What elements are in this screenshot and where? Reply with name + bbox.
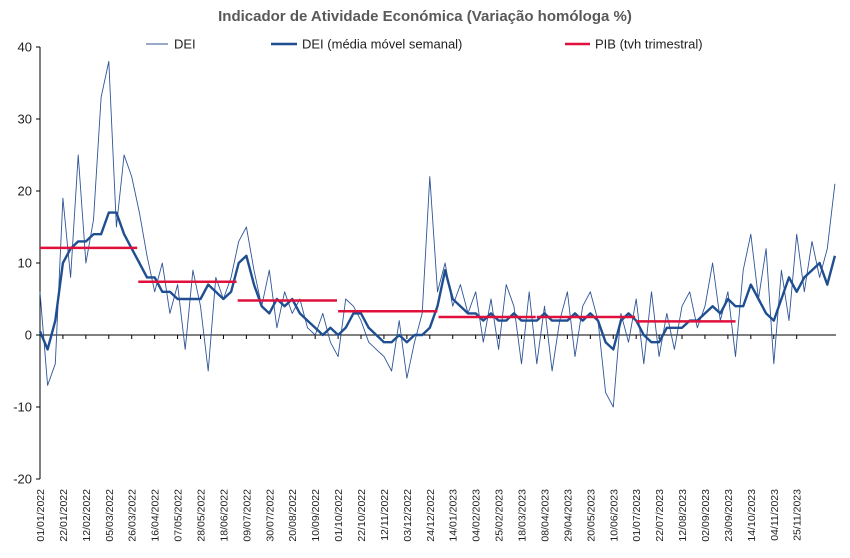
series-group (38, 60, 837, 408)
y-tick-label: -10 (13, 400, 32, 415)
x-tick-label: 10/09/2022 (310, 489, 322, 542)
x-tick-label: 08/04/2023 (539, 489, 551, 542)
x-tick-label: 14/01/2023 (448, 489, 460, 542)
x-tick-label: 12/08/2023 (677, 489, 689, 542)
x-tick-label: 09/07/2022 (241, 489, 253, 542)
x-tick-label: 26/03/2022 (127, 489, 139, 542)
y-tick-label: 30 (18, 112, 32, 127)
x-tick-label: 01/10/2022 (333, 489, 345, 542)
x-tick-label: 12/02/2022 (81, 489, 93, 542)
x-tick-label: 16/04/2022 (150, 489, 162, 542)
y-tick-label: 0 (25, 328, 32, 343)
y-tick-label: 20 (18, 184, 32, 199)
x-ticks: 01/01/2022 22/01/2022 12/02/2022 05/03/2022… (35, 335, 804, 542)
x-tick-label: 01/01/2022 (35, 489, 47, 542)
x-tick-label: 07/05/2022 (173, 489, 185, 542)
x-tick-label: 20/05/2023 (585, 489, 597, 542)
x-tick-label: 23/09/2023 (723, 489, 735, 542)
x-tick-label: 14/10/2023 (746, 489, 758, 542)
x-tick-label: 04/02/2023 (471, 489, 483, 542)
x-tick-label: 22/01/2022 (58, 489, 70, 542)
x-tick-label: 22/10/2022 (356, 489, 368, 542)
x-tick-label: 10/06/2023 (608, 489, 620, 542)
x-tick-label: 03/12/2022 (402, 489, 414, 542)
x-tick-label: 01/07/2023 (631, 489, 643, 542)
legend-label: DEI (média móvel semanal) (302, 37, 462, 52)
legend: DEI DEI (média móvel semanal) PIB (tvh tri… (146, 37, 703, 52)
x-tick-label: 25/02/2023 (494, 489, 506, 542)
x-tick-label: 30/07/2022 (264, 489, 276, 542)
x-tick-label: 18/03/2023 (517, 489, 529, 542)
x-tick-label: 02/09/2023 (700, 489, 712, 542)
x-tick-label: 05/03/2022 (104, 489, 116, 542)
dei-line (39, 60, 836, 408)
axes (39, 47, 836, 479)
legend-label: PIB (tvh trimestral) (595, 37, 703, 52)
x-tick-label: 29/04/2023 (562, 489, 574, 542)
y-tick-label: -20 (13, 472, 32, 487)
x-tick-label: 18/06/2022 (218, 489, 230, 542)
dei-moving-average-line (38, 211, 837, 351)
legend-label: DEI (174, 37, 196, 52)
x-tick-label: 20/08/2022 (287, 489, 299, 542)
y-ticks: -20 -10 0 10 20 30 40 (13, 40, 40, 487)
x-tick-label: 04/11/2023 (769, 489, 781, 541)
x-tick-label: 28/05/2022 (196, 489, 208, 542)
chart-title: Indicador de Atividade Económica (Variaç… (218, 8, 632, 25)
x-tick-label: 25/11/2023 (792, 489, 804, 541)
y-tick-label: 40 (18, 40, 32, 55)
x-tick-label: 12/11/2022 (379, 489, 391, 541)
x-tick-label: 24/12/2022 (425, 489, 437, 542)
x-tick-label: 22/07/2023 (654, 489, 666, 542)
y-tick-label: 10 (18, 256, 32, 271)
